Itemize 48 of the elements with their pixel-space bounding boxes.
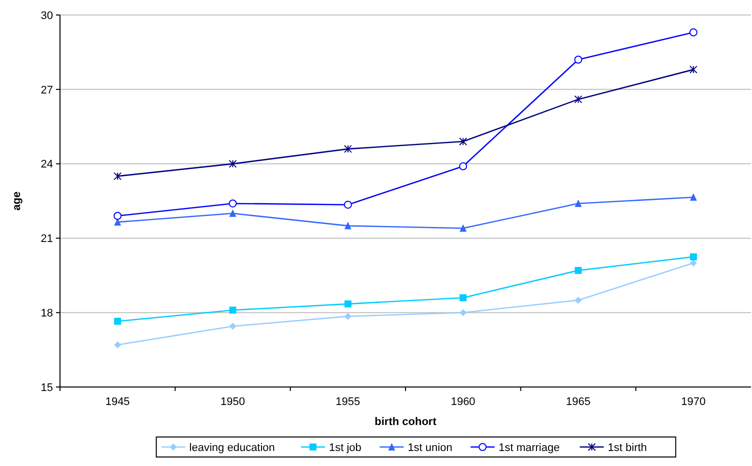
point <box>114 318 122 325</box>
point <box>690 193 697 201</box>
y-axis-title: age <box>11 192 23 210</box>
point <box>228 160 237 168</box>
x-tick-label: 1945 <box>105 396 130 408</box>
point <box>574 95 582 104</box>
point <box>689 28 698 36</box>
point <box>344 200 352 209</box>
point <box>114 341 122 348</box>
point <box>574 199 582 207</box>
legend-label: 1st union <box>408 442 452 454</box>
x-tick-label: 1950 <box>220 396 245 408</box>
point <box>459 137 468 146</box>
point <box>460 224 467 232</box>
legend-label: 1st birth <box>608 442 647 454</box>
point <box>574 296 582 304</box>
point <box>344 222 352 230</box>
x-tick-label: 1955 <box>336 396 360 408</box>
point <box>574 56 582 64</box>
x-tick-label: 1960 <box>450 396 476 408</box>
point <box>344 300 352 308</box>
point <box>690 253 697 260</box>
point <box>460 294 467 302</box>
y-tick-label: 18 <box>40 307 53 320</box>
x-axis-title: birth cohort <box>374 416 437 428</box>
x-tick-label: 1965 <box>566 396 590 408</box>
point <box>229 322 236 330</box>
legend-label: 1st marriage <box>498 442 560 454</box>
point <box>344 312 352 320</box>
point <box>344 144 352 153</box>
point <box>574 266 582 274</box>
point <box>114 212 122 220</box>
y-tick-label: 30 <box>40 10 53 22</box>
y-tick-label: 27 <box>40 84 53 96</box>
legend-label: leaving education <box>189 442 275 454</box>
y-tick-label: 24 <box>40 158 53 171</box>
point <box>114 172 122 180</box>
x-tick-label: 1970 <box>681 396 706 408</box>
point <box>689 66 698 74</box>
point <box>460 309 467 316</box>
legend-label: 1st job <box>329 442 362 454</box>
point <box>690 260 697 266</box>
y-tick-label: 15 <box>40 382 53 394</box>
point <box>229 306 236 314</box>
point <box>228 199 237 208</box>
point <box>229 209 236 217</box>
point <box>459 162 468 170</box>
y-tick-label: 21 <box>40 233 53 246</box>
